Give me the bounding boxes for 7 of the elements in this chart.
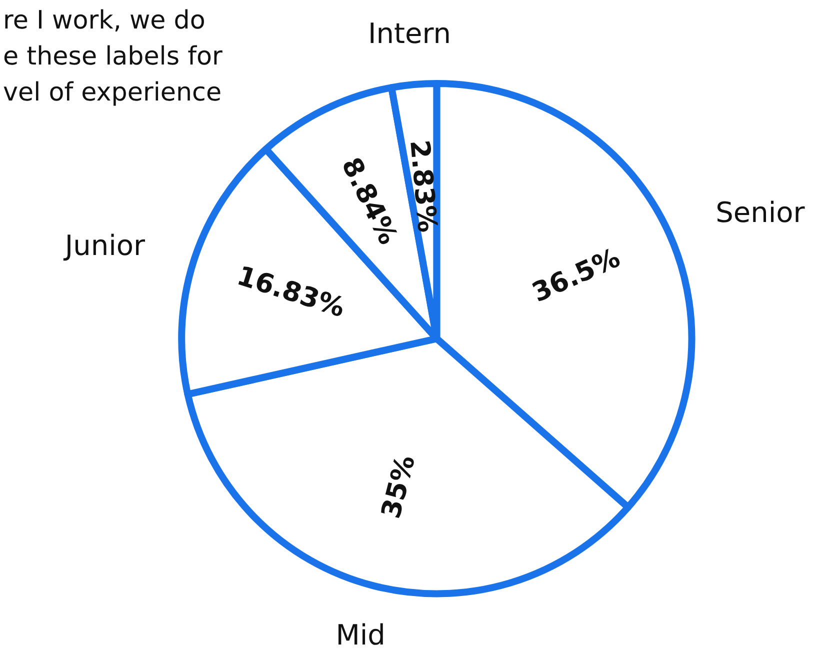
data-label: 2.83%	[404, 138, 443, 234]
slice-label: Mid	[336, 618, 386, 652]
data-label: 35%	[376, 452, 422, 522]
slice-label: Intern	[368, 17, 451, 50]
text: re I work, we do e these labels for vel of experience	[3, 4, 223, 106]
slice-label: Senior	[716, 196, 806, 230]
slice-label: Junior	[62, 229, 146, 262]
